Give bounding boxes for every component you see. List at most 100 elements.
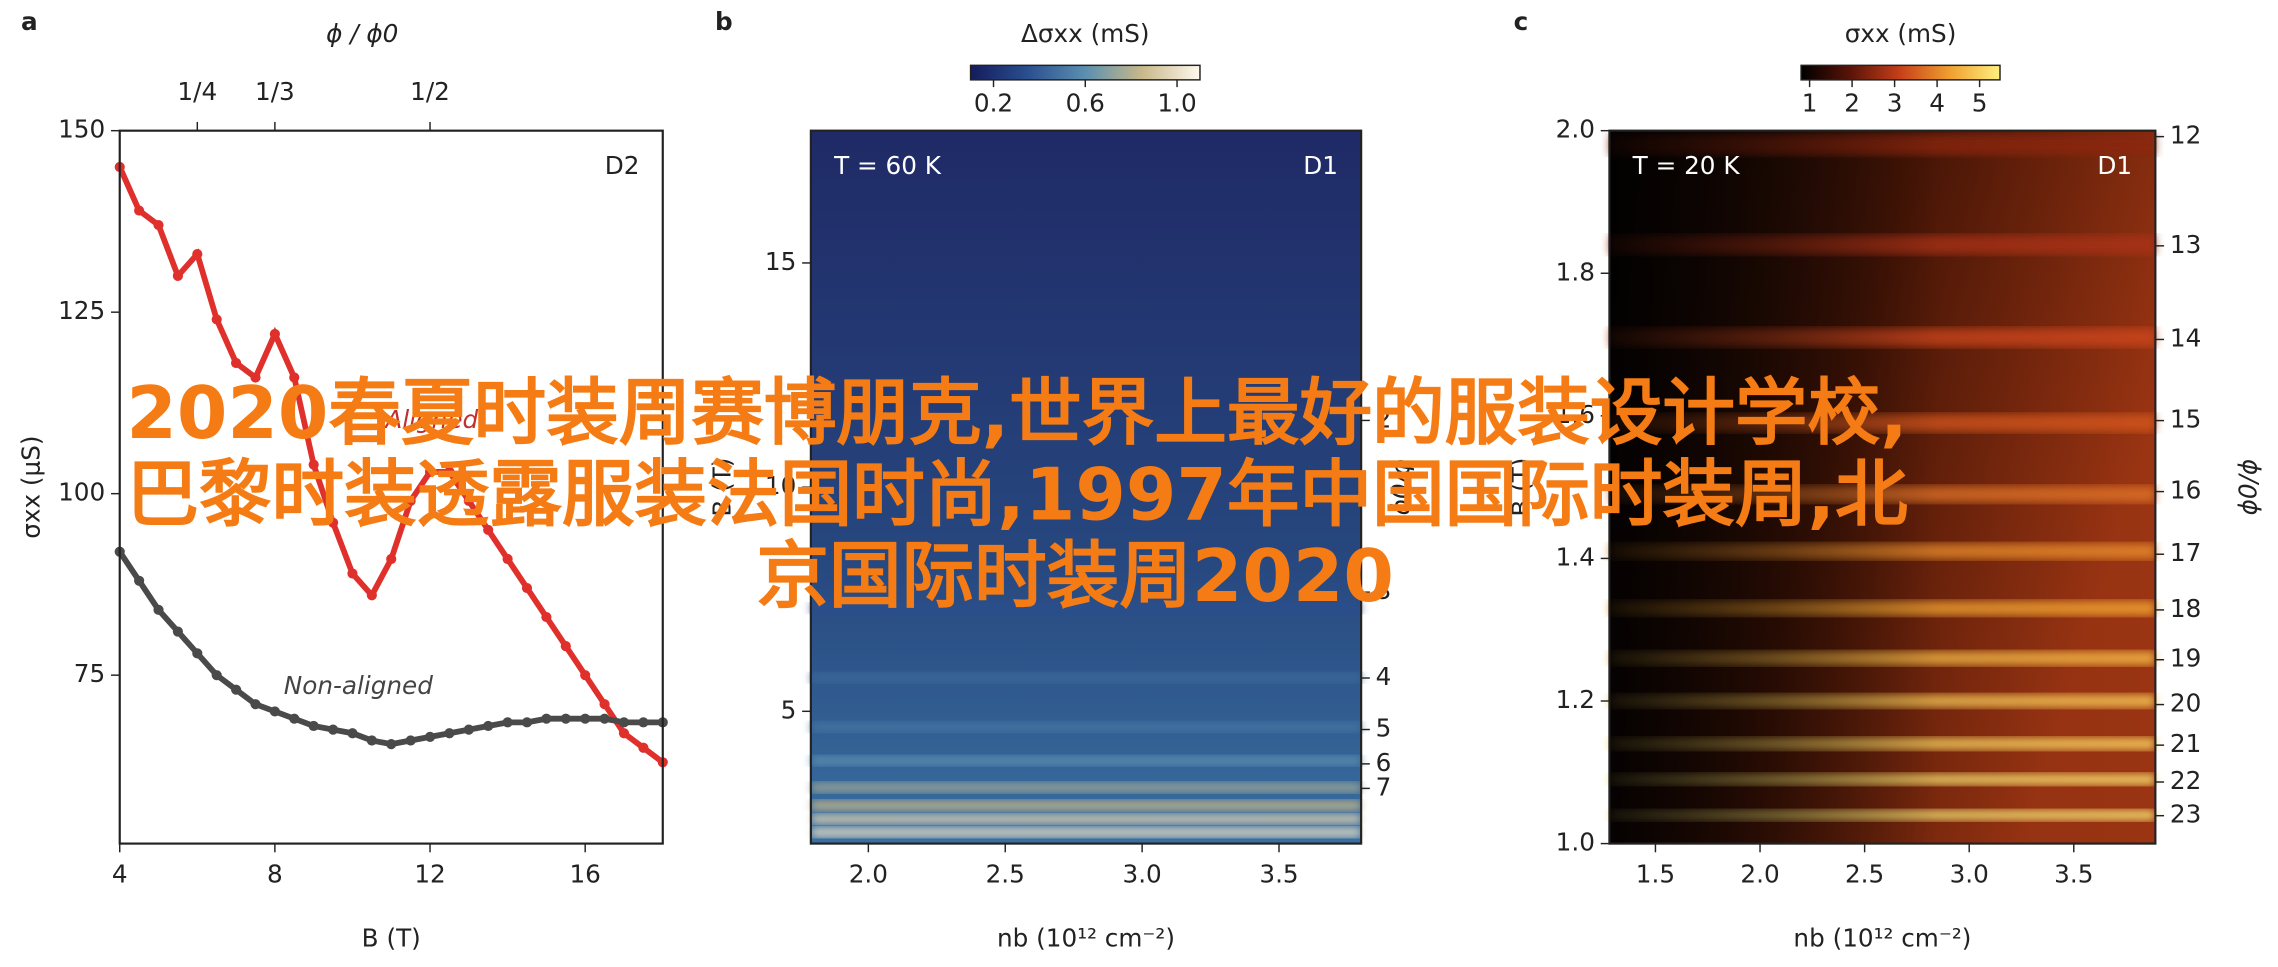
stripe [810, 827, 1362, 838]
y-tick-label: 100 [58, 478, 105, 507]
point [347, 568, 358, 579]
point [405, 495, 416, 507]
stripe [810, 721, 1362, 733]
point [192, 648, 203, 659]
y-tick-label: 1.8 [1556, 257, 1595, 286]
point [483, 524, 494, 536]
y2-tick-label: 5 [1376, 714, 1392, 743]
point [386, 553, 397, 565]
stripe [810, 755, 1362, 766]
point [521, 582, 533, 594]
watermark-line: 京国际时装周2020 [756, 535, 1393, 619]
y2-tick-label: 21 [2170, 729, 2201, 758]
point [444, 728, 455, 739]
x-tick-label: 1.5 [1636, 860, 1675, 889]
series-label: Aligned [383, 405, 478, 434]
point [541, 713, 552, 724]
sample-label: D1 [1303, 151, 1338, 180]
y2-tick-label: 3 [1376, 576, 1392, 605]
point [424, 466, 436, 477]
point [444, 466, 455, 477]
point [327, 517, 339, 528]
point [250, 372, 261, 383]
x-tick-label: 2.5 [986, 860, 1025, 889]
annotation: T = 60 K [833, 151, 942, 180]
point [502, 717, 513, 728]
x-tick-label: 12 [414, 860, 445, 889]
colorbar-tick-label: 5 [1972, 89, 1988, 118]
y-tick-label: 75 [74, 659, 105, 688]
y-tick-label: 1.4 [1556, 542, 1595, 571]
point [134, 205, 145, 216]
colorbar [969, 64, 1201, 81]
point [580, 670, 591, 681]
stripe [810, 603, 1362, 614]
point [327, 724, 339, 735]
y-tick-label: 10 [765, 471, 796, 500]
y-axis-label: B (T) [1506, 458, 1535, 517]
y2-axis-label: ϕ0/ϕ [2234, 459, 2263, 516]
point [560, 713, 571, 724]
point [618, 728, 630, 739]
point [308, 459, 319, 470]
point [386, 739, 397, 750]
colorbar-tick-label: 1.0 [1157, 89, 1196, 118]
point [269, 706, 280, 717]
point [211, 670, 222, 681]
x2-axis-label: ϕ / ϕ0 [326, 19, 398, 48]
point [599, 713, 610, 724]
y-tick-label: 125 [58, 296, 105, 325]
x-tick-label: 3.5 [1259, 860, 1298, 889]
x-tick-label: 3.0 [1123, 860, 1162, 889]
point [483, 720, 494, 732]
annotation: T = 20 K [1632, 151, 1741, 180]
y2-tick-label: 17 [2170, 538, 2201, 567]
plot-frame [118, 129, 664, 845]
x-axis-label: B (T) [362, 923, 421, 952]
colorbar-tick-label: 1 [1802, 89, 1818, 118]
point [541, 611, 552, 623]
sample-label: D2 [605, 151, 640, 180]
y-tick-label: 5 [781, 695, 797, 724]
point [289, 713, 300, 724]
point [521, 717, 533, 728]
colorbar-label: Δσxx (mS) [1021, 19, 1150, 48]
point [463, 724, 474, 735]
x-tick-label: 3.5 [2054, 860, 2093, 889]
y2-tick-label: 2 [1376, 404, 1392, 433]
watermark: 2020春夏时装周赛博朋克,世界上最好的服装设计学校, 巴黎时装透露服装法国时尚… [126, 372, 1907, 619]
panel-letter: a [21, 7, 38, 36]
point [424, 731, 436, 742]
x2-tick-label: 1/2 [410, 77, 450, 106]
series-line [117, 550, 663, 748]
colorbar-tick-label: 0.2 [974, 89, 1013, 118]
y2-tick-label: 13 [2170, 230, 2201, 259]
y2-tick-label: 14 [2170, 323, 2201, 352]
y2-tick-label: 23 [2170, 800, 2201, 829]
y2-tick-label: 20 [2170, 689, 2201, 718]
y2-tick-label: 22 [2170, 766, 2201, 795]
colorbar-tick-label: 0.6 [1066, 89, 1105, 118]
point [289, 372, 300, 383]
point [405, 735, 416, 746]
point [502, 553, 513, 565]
point [366, 735, 377, 746]
y-tick-label: 1.0 [1556, 828, 1595, 857]
stripe [810, 672, 1362, 683]
x-tick-label: 2.0 [1740, 860, 1779, 889]
point [172, 270, 183, 281]
x-tick-label: 4 [112, 860, 128, 889]
point [638, 742, 649, 753]
y2-tick-label: 4 [1376, 662, 1392, 691]
y2-tick-label: 18 [2170, 594, 2201, 623]
y-tick-label: 1.2 [1556, 685, 1595, 714]
x-tick-label: 2.0 [849, 860, 888, 889]
colorbar-tick-label: 4 [1929, 89, 1945, 118]
point [231, 684, 242, 695]
y-axis-label: B (T) [708, 458, 737, 517]
point [134, 575, 145, 586]
y-axis-label: σxx (μS) [17, 435, 46, 538]
